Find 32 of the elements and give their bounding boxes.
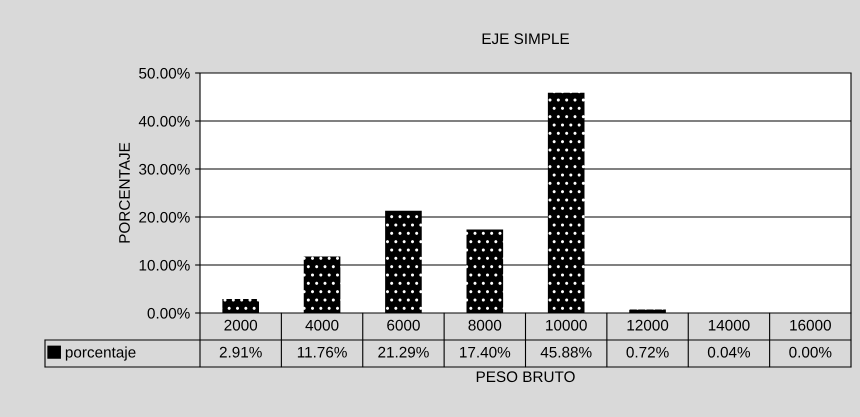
x-tick-label: 2000 xyxy=(224,320,258,331)
y-axis-title: PORCENTAJE xyxy=(119,142,130,243)
y-tick-label: 10.00% xyxy=(140,260,190,271)
x-tick-label: 8000 xyxy=(468,320,502,331)
data-label: 45.88% xyxy=(540,346,592,358)
bar xyxy=(222,299,259,313)
data-label: 0.00% xyxy=(789,346,832,358)
y-tick-label: 30.00% xyxy=(139,164,190,175)
chart-title: EJE SIMPLE xyxy=(482,33,569,44)
data-label: 17.40% xyxy=(460,346,510,358)
text: porcentaje xyxy=(66,346,136,361)
bar xyxy=(548,92,584,313)
bar xyxy=(629,310,666,313)
data-label: 0.72% xyxy=(626,346,669,358)
x-tick-label: 12000 xyxy=(627,320,668,331)
bar xyxy=(304,256,340,313)
x-tick-label: 6000 xyxy=(387,320,420,331)
data-label: 21.29% xyxy=(378,346,429,358)
x-axis-title: PESO BRUTO xyxy=(476,371,575,382)
y-tick-label: 50.00% xyxy=(139,68,190,79)
y-tick-label: 20.00% xyxy=(139,212,190,223)
data-label: 0.04% xyxy=(708,346,750,358)
x-tick-label: 10000 xyxy=(546,320,587,331)
x-tick-label: 14000 xyxy=(708,320,750,331)
y-tick-label: 0.00% xyxy=(148,308,190,319)
x-tick-label: 16000 xyxy=(790,320,831,331)
bar xyxy=(385,210,422,313)
x-tick-label: 4000 xyxy=(305,320,338,331)
bar xyxy=(466,229,504,313)
data-label: 11.76% xyxy=(298,346,347,358)
y-tick-label: 40.00% xyxy=(138,116,190,127)
data-label: 2.91% xyxy=(220,346,262,358)
